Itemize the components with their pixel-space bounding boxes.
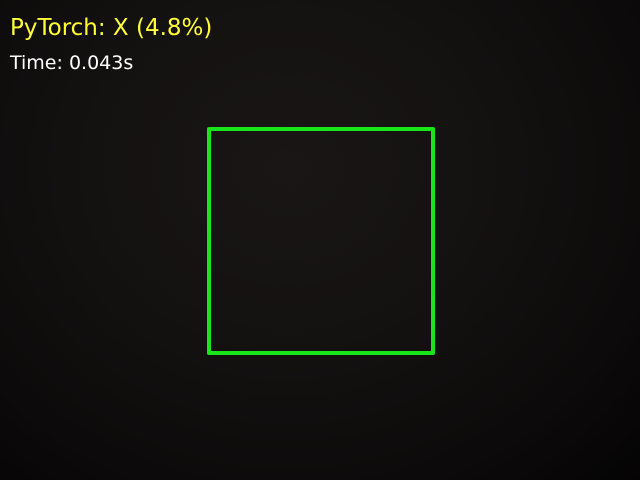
inference-time-label: Time: 0.043s <box>10 52 134 74</box>
region-of-interest-box <box>207 127 435 355</box>
prediction-label: PyTorch: X (4.8%) <box>10 15 213 41</box>
